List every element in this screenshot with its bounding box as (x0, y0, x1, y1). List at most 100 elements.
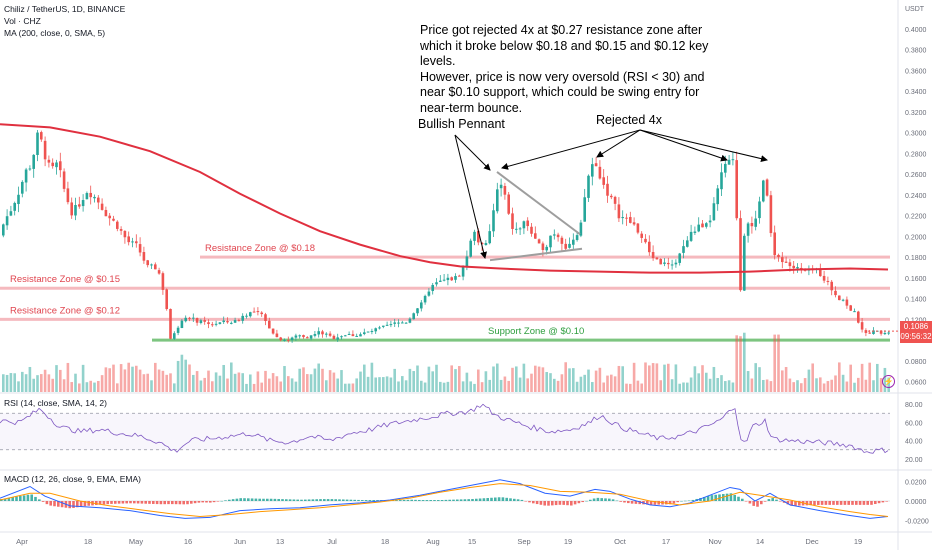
candle-body (450, 277, 453, 281)
rsi-band-fill (0, 413, 890, 450)
candle-body (739, 218, 742, 291)
volume-bar (131, 366, 134, 392)
candle-body (735, 160, 738, 219)
candle-body (712, 203, 716, 221)
macd-histogram-bar (566, 501, 569, 506)
volume-bar (496, 363, 499, 392)
macd-histogram-bar (630, 501, 634, 504)
candle-body (203, 320, 206, 322)
volume-bar (606, 375, 609, 392)
candle-body (245, 315, 248, 317)
candle-body (480, 242, 484, 245)
macd-histogram-bar (315, 499, 318, 501)
macd-histogram-bar (402, 499, 406, 501)
volume-bar (735, 335, 738, 392)
rsi-tick-label: 60.00 (905, 420, 923, 427)
macd-histogram-bar (653, 501, 657, 505)
macd-histogram-bar (456, 499, 459, 501)
volume-bar (397, 381, 400, 392)
macd-histogram-bar (543, 501, 546, 506)
volume-bar (36, 375, 39, 392)
volume-bar (192, 374, 195, 392)
volume-bar (157, 369, 161, 392)
candle-body (629, 217, 632, 223)
candle-body (150, 264, 153, 266)
macd-histogram-bar (839, 501, 843, 505)
macd-histogram-bar (570, 501, 573, 506)
macd-histogram-bar (235, 498, 239, 501)
macd-histogram-bar (254, 498, 258, 501)
macd-histogram-bar (858, 501, 862, 505)
macd-histogram-bar (467, 499, 470, 501)
volume-bar (568, 368, 571, 392)
candle-body (256, 311, 260, 313)
candle-body (359, 334, 362, 337)
volume-bar (427, 366, 431, 392)
volume-bar (230, 362, 233, 392)
candle-body (351, 334, 355, 337)
macd-histogram-bar (220, 500, 223, 502)
macd-histogram-bar (741, 498, 744, 501)
volume-bar (355, 378, 358, 392)
volume-bar (340, 370, 343, 392)
macd-histogram-bar (877, 501, 881, 504)
macd-histogram-bar (646, 501, 649, 505)
lightning-icon[interactable]: ⚡ (882, 375, 895, 388)
volume-bar (583, 374, 586, 392)
time-tick-label: Dec (805, 537, 819, 546)
macd-histogram-bar (376, 500, 379, 501)
volume-bar (602, 382, 605, 392)
macd-histogram-bar (330, 499, 334, 501)
volume-bar (743, 332, 746, 392)
candle-body (484, 243, 488, 245)
macd-histogram-bar (174, 501, 178, 505)
macd-histogram-bar (155, 501, 159, 505)
volume-bar (781, 370, 784, 392)
candle-body (328, 333, 332, 336)
macd-histogram-bar (786, 501, 790, 505)
candle-body (142, 252, 146, 261)
macd-histogram-bar (95, 501, 98, 506)
macd-histogram-bar (611, 499, 615, 501)
macd-histogram-bar (72, 501, 75, 508)
candle-body (393, 322, 396, 324)
volume-bar (705, 372, 708, 392)
resistance-zone-label: Resistance Zone @ $0.15 (10, 274, 120, 285)
macd-histogram-bar (30, 494, 33, 501)
candle-body (613, 196, 617, 204)
macd-histogram-bar (106, 501, 109, 505)
volume-bar (739, 336, 742, 392)
macd-histogram-bar (418, 499, 421, 501)
macd-histogram-bar (520, 499, 524, 501)
price-tick-label: 0.2600 (905, 172, 927, 179)
volume-bar (74, 373, 77, 392)
macd-histogram-bar (862, 501, 866, 505)
macd-histogram-bar (114, 501, 117, 504)
time-tick-label: Oct (614, 537, 627, 546)
macd-histogram-bar (490, 497, 493, 501)
candle-body (389, 324, 393, 326)
volume-bar (461, 381, 465, 392)
volume-bar (697, 373, 700, 392)
volume-bar (55, 365, 58, 392)
candle-body (762, 180, 765, 202)
volume-bar (644, 362, 647, 392)
macd-histogram-bar (110, 501, 113, 504)
annotation-arrow (639, 129, 728, 162)
volume-bar (663, 364, 666, 392)
price-tick-label: 0.3000 (905, 131, 927, 138)
macd-histogram-bar (266, 498, 269, 501)
candle-body (648, 241, 651, 253)
candle-body (496, 189, 499, 212)
volume-bar (575, 381, 579, 392)
candle-body (17, 194, 20, 205)
macd-histogram-bar (87, 501, 90, 506)
macd-histogram-bar (459, 499, 463, 501)
volume-bar (199, 380, 203, 392)
macd-histogram-bar (79, 501, 83, 507)
candle-body (841, 299, 845, 301)
macd-histogram-bar (657, 501, 660, 505)
volume-bar (252, 383, 256, 392)
